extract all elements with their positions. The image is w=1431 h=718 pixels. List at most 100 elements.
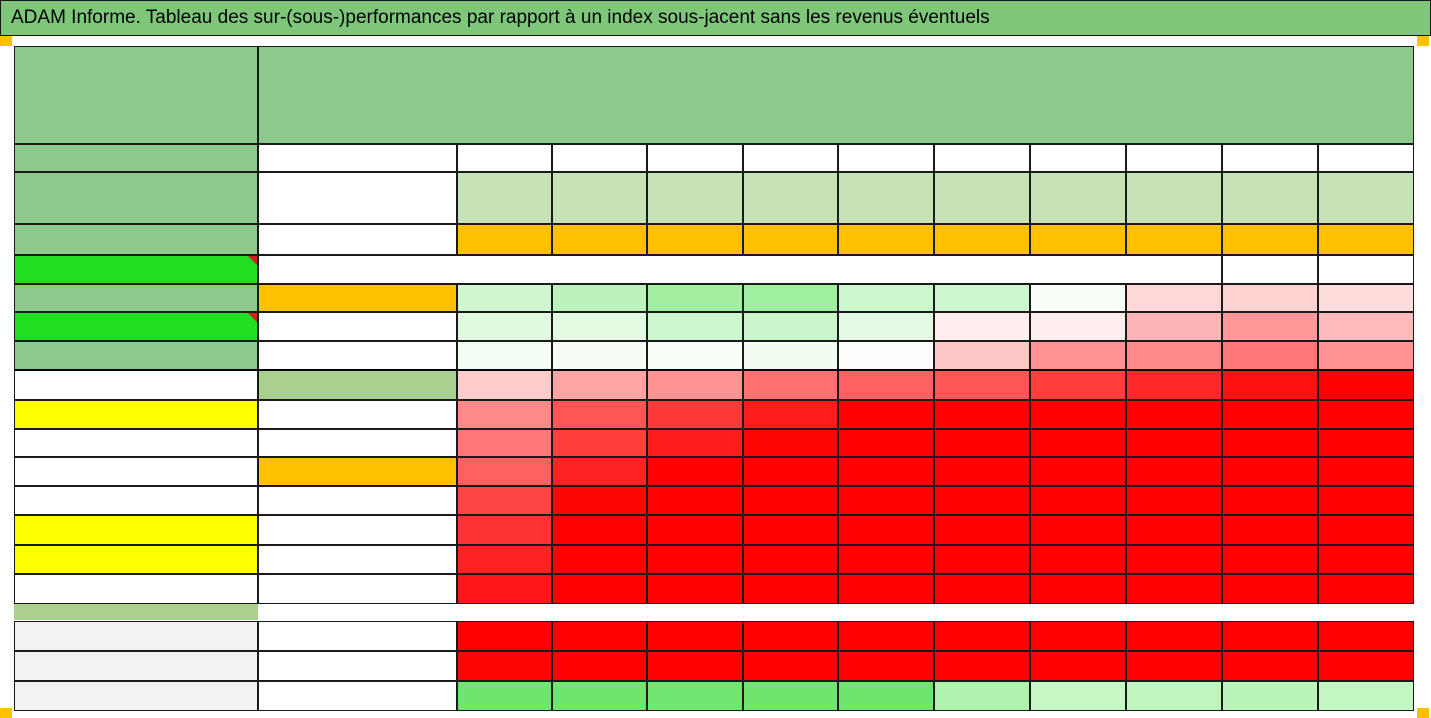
bottom-value [1222, 651, 1318, 681]
percentile-value [934, 457, 1030, 486]
bottom-value [1318, 651, 1414, 681]
vol-value [1318, 224, 1414, 255]
vol-value [934, 224, 1030, 255]
left-label [14, 224, 258, 255]
bottom-row-label [258, 621, 457, 651]
percentile-value [457, 457, 552, 486]
percentile-value [647, 457, 743, 486]
vol-value [1126, 224, 1222, 255]
vol-value [457, 224, 552, 255]
left-label [14, 255, 258, 284]
bottom-value [1030, 651, 1126, 681]
percentile-value [552, 370, 647, 400]
percentile-value [743, 545, 838, 574]
vol-value [743, 224, 838, 255]
bottom-left-label [14, 681, 258, 711]
percentile-value [1030, 341, 1126, 370]
percentile-value [1318, 515, 1414, 545]
rend-value [647, 172, 743, 224]
percentile-value [1318, 457, 1414, 486]
percentile-label [258, 457, 457, 486]
percentile-value [1222, 457, 1318, 486]
percentile-label [258, 486, 457, 515]
median-separator [14, 369, 1414, 371]
percentile-label [258, 370, 457, 400]
corner-marker [1417, 36, 1429, 46]
bottom-value [1222, 681, 1318, 711]
percentile-value [743, 457, 838, 486]
bottom-row-label [258, 681, 457, 711]
percentile-value [1318, 574, 1414, 604]
percentile-value [934, 545, 1030, 574]
percentile-value [647, 341, 743, 370]
year-header [457, 144, 552, 172]
bottom-value [838, 651, 934, 681]
percentile-value [1030, 486, 1126, 515]
left-label [14, 545, 258, 574]
percentile-value [934, 486, 1030, 515]
percentile-value [552, 400, 647, 429]
left-label [14, 370, 258, 400]
left-label [14, 486, 258, 515]
percentile-value [457, 515, 552, 545]
percentile-value [457, 312, 552, 341]
percentile-value [838, 370, 934, 400]
percentile-value [552, 312, 647, 341]
percentile-value [647, 400, 743, 429]
rend-value [934, 172, 1030, 224]
percentile-value [1222, 400, 1318, 429]
percentile-label [258, 341, 457, 370]
bottom-value [457, 681, 552, 711]
percentile-value [838, 429, 934, 457]
comment-marker-icon [248, 313, 257, 322]
percentile-value [1318, 284, 1414, 312]
percentile-value [1318, 429, 1414, 457]
percentile-value [457, 284, 552, 312]
rend-value [1030, 172, 1126, 224]
vol-value [1030, 224, 1126, 255]
percentile-value [457, 370, 552, 400]
percentile-value [1030, 312, 1126, 341]
percentile-value [1030, 429, 1126, 457]
percentile-value [457, 545, 552, 574]
percentile-value [743, 284, 838, 312]
bottom-value [647, 621, 743, 651]
percentile-value [1126, 370, 1222, 400]
percentile-value [743, 429, 838, 457]
bottom-value [457, 621, 552, 651]
percentile-value [1126, 341, 1222, 370]
percentile-value [1126, 312, 1222, 341]
report-title: ADAM Informe. Tableau des sur-(sous-)per… [0, 0, 1431, 36]
percentile-value [743, 574, 838, 604]
percentile-value [1318, 400, 1414, 429]
bottom-value [1126, 651, 1222, 681]
bottom-value [743, 651, 838, 681]
percentile-label [258, 429, 457, 457]
percentile-value [1222, 370, 1318, 400]
percentile-value [934, 574, 1030, 604]
left-label [14, 515, 258, 545]
bottom-value [934, 681, 1030, 711]
bottom-row-label [258, 651, 457, 681]
percentile-value [743, 341, 838, 370]
percentile-value [1318, 312, 1414, 341]
percentile-value [1222, 429, 1318, 457]
bottom-value [1030, 621, 1126, 651]
percentile-value [457, 400, 552, 429]
year-header [838, 144, 934, 172]
percentile-value [647, 574, 743, 604]
bottom-value [552, 621, 647, 651]
corner-marker [1417, 708, 1429, 718]
left-label [14, 284, 258, 312]
percentile-label [258, 312, 457, 341]
percentile-value [934, 515, 1030, 545]
bottom-value [552, 681, 647, 711]
percentile-value [1030, 370, 1126, 400]
percentile-value [647, 284, 743, 312]
percentile-label [258, 515, 457, 545]
percentile-value [1030, 400, 1126, 429]
bottom-left-label [14, 651, 258, 681]
bottom-value [838, 621, 934, 651]
left-label [14, 400, 258, 429]
percentile-value [934, 429, 1030, 457]
